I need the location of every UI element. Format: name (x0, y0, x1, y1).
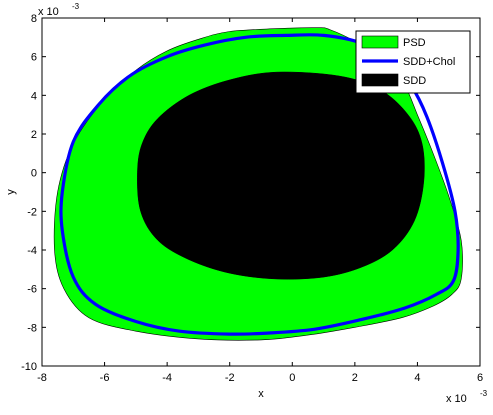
y-tick-label: 2 (31, 129, 37, 141)
series-sdd-chol-curve (59, 33, 460, 336)
series-sdd-region (137, 71, 425, 280)
y-tick-label: 8 (31, 13, 37, 25)
y-tick-label: -2 (27, 206, 37, 218)
y-axis-exponent: x 10 -3 (38, 2, 80, 18)
legend-swatch-sdd (361, 73, 399, 87)
x-tick-label: -8 (37, 372, 47, 384)
x-axis-label: x (258, 388, 264, 400)
y-tick-label: 6 (31, 52, 37, 64)
y-exponent-power: -3 (72, 2, 80, 11)
legend: PSD SDD+Chol SDD (355, 30, 471, 94)
y-tick-label: -6 (27, 284, 37, 296)
y-axis-label: y (5, 189, 17, 195)
x-tick-label: 6 (477, 372, 483, 384)
x-tick-label: 2 (352, 372, 358, 384)
legend-items: PSD SDD+Chol SDD (361, 35, 455, 87)
x-tick-label: -4 (162, 372, 172, 384)
x-exponent-power: -3 (480, 389, 488, 398)
y-tick-label: -4 (27, 245, 37, 257)
legend-swatch-psd (361, 35, 399, 49)
x-tick-label: -2 (225, 372, 235, 384)
y-tick-label: -8 (27, 322, 37, 334)
y-tick-label: 4 (31, 90, 37, 102)
x-tick-label: -6 (100, 372, 110, 384)
legend-label-sdd-chol: SDD+Chol (403, 56, 455, 68)
data-layer (53, 27, 463, 341)
legend-label-sdd: SDD (403, 75, 426, 87)
x-tick-label: 0 (289, 372, 295, 384)
x-axis-exponent: x 10 -3 (446, 389, 488, 405)
x-tick-label: 4 (414, 372, 420, 384)
y-tick-label: -10 (21, 361, 37, 373)
x-exponent-base: x 10 (446, 393, 467, 405)
y-tick-label: 0 (31, 168, 37, 180)
axes-box (41, 17, 481, 367)
legend-label-psd: PSD (403, 37, 426, 49)
y-exponent-base: x 10 (38, 6, 59, 18)
